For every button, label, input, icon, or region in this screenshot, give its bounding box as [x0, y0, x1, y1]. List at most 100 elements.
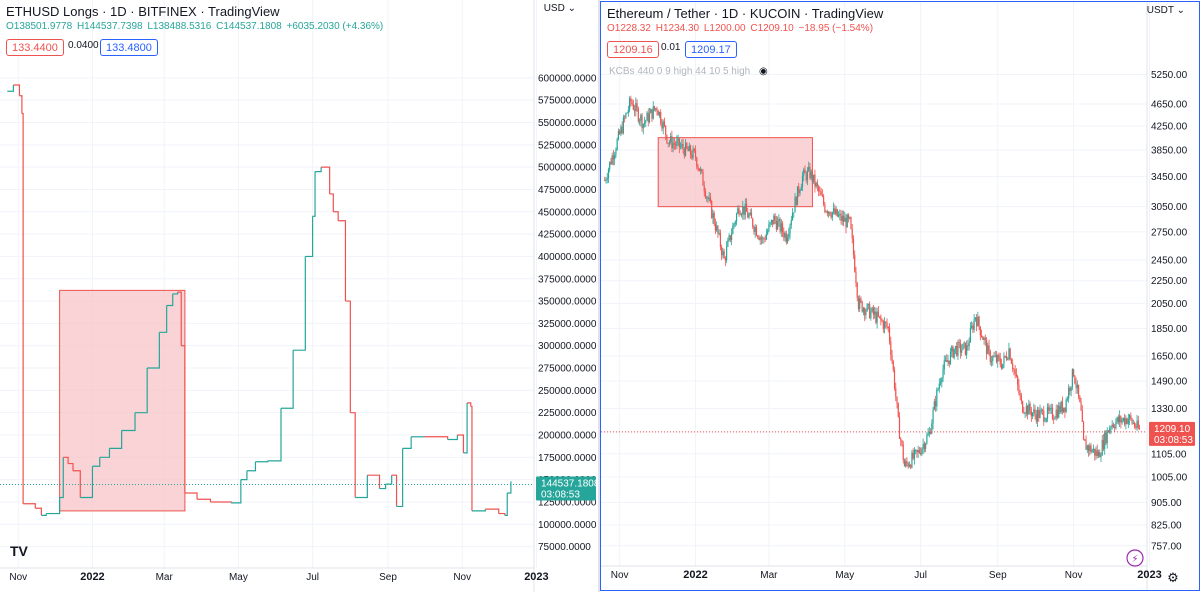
candle	[641, 112, 643, 132]
candle-body	[1127, 419, 1129, 424]
candle-body	[1022, 401, 1024, 413]
y-tick-label: 200000.0000	[538, 431, 597, 442]
candle	[694, 145, 697, 162]
candle-body	[1136, 420, 1138, 428]
series-segment	[184, 492, 198, 500]
candle	[972, 322, 974, 334]
candle	[829, 211, 831, 217]
candle	[1079, 395, 1081, 403]
left-spread-value: 0.0400	[68, 40, 99, 51]
candle-body	[605, 179, 607, 181]
candle	[697, 164, 699, 172]
candle	[825, 210, 827, 213]
candle-body	[934, 401, 937, 407]
candle	[648, 107, 651, 124]
right-chart-panel[interactable]: 757.00 825.00 905.00 1005.00 1105.00 1209.10 1…	[600, 1, 1200, 591]
candle	[976, 313, 978, 332]
flash-icon[interactable]: ⚡	[1131, 554, 1138, 565]
candle-body	[1071, 369, 1073, 387]
candle-body	[665, 125, 667, 135]
y-tick-label: 250000.0000	[538, 386, 597, 397]
tradingview-logo-icon[interactable]: TV	[10, 543, 29, 559]
candle-body	[701, 169, 703, 172]
candle	[730, 228, 733, 246]
candle	[920, 447, 922, 456]
candle	[727, 237, 729, 248]
candle-body	[910, 465, 912, 468]
candle-body	[819, 191, 821, 193]
gear-icon[interactable]: ⚙	[1167, 571, 1179, 586]
candle-body	[1084, 439, 1086, 441]
left-low-value: L138488.5316	[147, 21, 212, 32]
candle	[892, 359, 894, 373]
left-price-plot[interactable]: 75000.0000100000.0000125000.0000150000.0…	[0, 0, 598, 592]
left-buy-button[interactable]: 133.4800	[100, 39, 158, 56]
candle-body	[648, 113, 651, 123]
panel-divider[interactable]	[598, 0, 600, 592]
candle-body	[842, 215, 845, 222]
right-price-plot[interactable]: 757.00 825.00 905.00 1005.00 1105.00 1209.10 1…	[601, 2, 1199, 590]
candle-body	[1068, 388, 1070, 399]
candle-body	[829, 211, 831, 216]
left-sell-button[interactable]: 133.4400	[6, 39, 64, 56]
right-buy-button[interactable]: 1209.17	[685, 41, 737, 58]
candle-body	[948, 360, 950, 364]
candle	[810, 169, 812, 181]
candle-body	[913, 450, 916, 459]
candle-body	[672, 143, 674, 149]
highlight-box[interactable]	[657, 137, 813, 208]
candle-body	[662, 121, 664, 129]
right-currency-selector[interactable]: USDT ⌄	[1147, 5, 1185, 16]
candle	[984, 334, 986, 346]
candle	[706, 195, 708, 202]
candle	[1044, 417, 1046, 423]
candle-body	[1111, 424, 1113, 428]
candle-body	[794, 197, 796, 213]
candle-body	[1059, 405, 1061, 413]
right-indicator-legend[interactable]: KCBs 440 0 9 high 44 10 5 high ◉	[609, 66, 768, 77]
candle	[1110, 425, 1112, 435]
candle-body	[1069, 388, 1071, 391]
candle	[750, 208, 753, 219]
candle	[611, 152, 613, 166]
candle-body	[609, 161, 611, 170]
series-segment	[367, 474, 381, 489]
candle	[865, 308, 867, 320]
candle	[1125, 415, 1127, 430]
candle	[808, 161, 810, 172]
candle-body	[898, 416, 901, 439]
left-chart-panel[interactable]: 75000.0000100000.0000125000.0000150000.0…	[0, 0, 598, 592]
candle	[1009, 347, 1011, 361]
left-currency-selector[interactable]: USD ⌄	[544, 3, 576, 14]
right-sell-button[interactable]: 1209.16	[607, 41, 659, 58]
candle-body	[1080, 401, 1082, 411]
candle	[790, 215, 792, 229]
candle	[733, 222, 735, 229]
x-tick-label: Mar	[760, 570, 778, 581]
candle	[1132, 419, 1134, 425]
candle	[723, 248, 725, 259]
candle	[809, 162, 811, 180]
eye-icon[interactable]: ◉	[759, 66, 768, 77]
candle	[856, 281, 858, 302]
candle-body	[936, 389, 938, 407]
candle	[869, 301, 871, 319]
candle	[668, 139, 671, 147]
candle-body	[818, 186, 820, 192]
candle	[735, 212, 738, 226]
series-segment	[121, 412, 136, 432]
candle	[834, 204, 836, 216]
candle-body	[722, 251, 724, 256]
candle	[811, 169, 814, 188]
candle	[942, 364, 944, 383]
candle	[794, 193, 796, 213]
candle	[1005, 351, 1008, 362]
x-tick-label: 2022	[683, 569, 707, 581]
candle	[703, 181, 705, 197]
candle	[605, 177, 607, 184]
candle-body	[954, 346, 957, 349]
candle-body	[865, 311, 867, 316]
candle-body	[1020, 395, 1022, 402]
candle	[764, 235, 766, 243]
y-tick-label: 2050.00	[1151, 299, 1188, 310]
